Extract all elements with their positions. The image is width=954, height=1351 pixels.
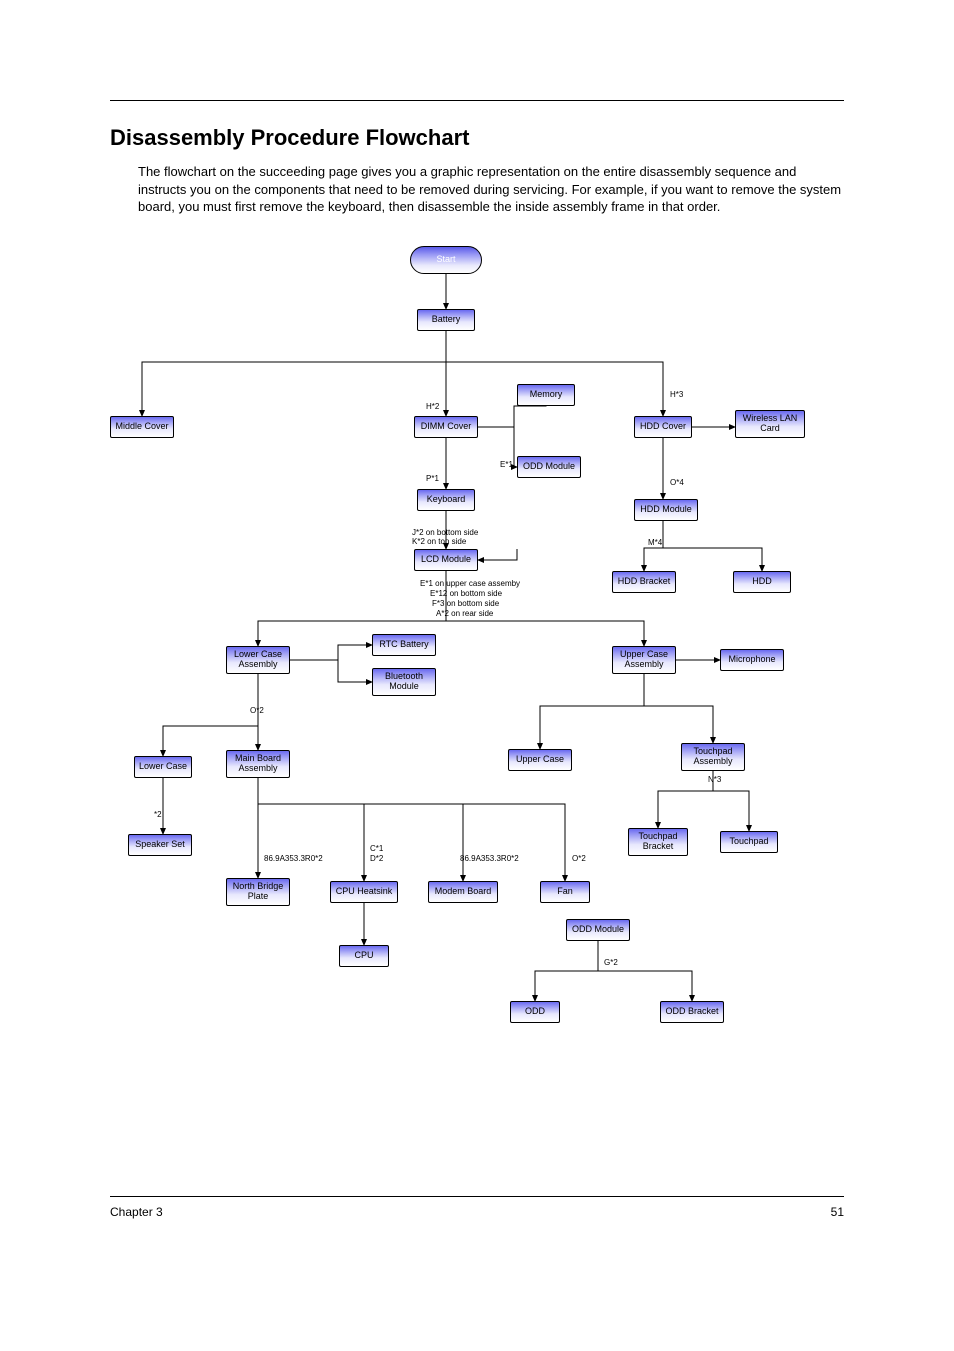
footer-page: 51 [831,1205,844,1219]
flowchart-node-touchpad_asm: Touchpad Assembly [681,743,745,771]
flowchart-node-odd_module2: ODD Module [566,919,630,941]
flowchart-edge [663,521,762,571]
flowchart-node-hdd_bracket: HDD Bracket [612,571,676,593]
flowchart-edge-label: G*2 [604,958,618,967]
flowchart-node-upper_case_asm: Upper Case Assembly [612,646,676,674]
flowchart-node-fan: Fan [540,881,590,903]
flowchart-edge [598,941,692,1001]
top-rule [110,100,844,101]
flowchart-edge-label: O*2 [250,706,264,715]
flowchart-node-odd: ODD [510,1001,560,1023]
flowchart-edge [644,674,713,743]
flowchart-node-cpu: CPU [339,945,389,967]
page-footer: Chapter 3 51 [110,1196,844,1219]
flowchart-edge-label: 86.9A353.3R0*2 [460,854,519,863]
flowchart-edge-label: 86.9A353.3R0*2 [264,854,323,863]
flowchart-edge-label: O*2 [572,854,586,863]
flowchart-node-lower_case: Lower Case [134,756,192,778]
flowchart-node-rtc_battery: RTC Battery [372,634,436,656]
flowchart-edge-label: O*4 [670,478,684,487]
flowchart-node-dimm_cover: DIMM Cover [414,416,478,438]
flowchart-node-memory: Memory [517,384,575,406]
flowchart-node-lower_case_asm: Lower Case Assembly [226,646,290,674]
flowchart-node-battery: Battery [417,309,475,331]
page-title: Disassembly Procedure Flowchart [110,125,844,151]
flowchart-node-speaker_set: Speaker Set [128,834,192,856]
flowchart-edge [658,771,713,828]
flowchart-edge-label: *2 [154,810,162,819]
flowchart-edge [142,331,446,416]
flowchart-node-start: Start [410,246,482,274]
flowchart-node-touchpad_brkt: Touchpad Bracket [628,828,688,856]
flowchart-node-hdd_cover: HDD Cover [634,416,692,438]
disassembly-flowchart: Start Battery Middle Cover DIMM Cover Memory… [110,246,844,1076]
flowchart-node-lcd_module: LCD Module [414,549,478,571]
flowchart-edge [290,645,372,660]
flowchart-edge-label: J*2 on bottom side [412,528,478,537]
flowchart-node-modem_board: Modem Board [428,881,498,903]
flowchart-edge [258,778,463,881]
flowchart-edge-label: H*3 [670,390,683,399]
flowchart-node-hdd_module: HDD Module [634,499,698,521]
flowchart-node-wlan: Wireless LAN Card [735,410,805,438]
flowchart-node-upper_case: Upper Case [508,749,572,771]
flowchart-node-microphone: Microphone [720,649,784,671]
flowchart-edge-label: F*3 on bottom side [432,599,499,608]
flowchart-edge-label: A*2 on rear side [436,609,493,618]
flowchart-node-odd_module: ODD Module [517,456,581,478]
flowchart-edge-label: P*1 [426,474,439,483]
flowchart-node-keyboard: Keyboard [417,489,475,511]
flowchart-node-hdd: HDD [733,571,791,593]
flowchart-edge [258,778,565,881]
flowchart-edge-label: K*2 on top side [412,537,466,546]
flowchart-edge-label: E*1 [500,460,513,469]
flowchart-edge-label: C*1 [370,844,383,853]
flowchart-edge-label: H*2 [426,402,439,411]
flowchart-edge-label: E*12 on bottom side [430,589,502,598]
flowchart-edge-label: D*2 [370,854,383,863]
flowchart-edge [290,660,372,682]
intro-paragraph: The flowchart on the succeeding page giv… [138,163,844,216]
flowchart-node-main_board_asm: Main Board Assembly [226,750,290,778]
footer-chapter: Chapter 3 [110,1205,163,1219]
flowchart-edge [163,674,258,756]
flowchart-edge-label: N*3 [708,775,721,784]
flowchart-edge [540,674,644,749]
flowchart-edge [644,521,663,552]
flowchart-edge [478,549,517,560]
flowchart-node-bluetooth: Bluetooth Module [372,668,436,696]
flowchart-node-nb_plate: North Bridge Plate [226,878,290,906]
flowchart-edge [535,941,598,1001]
flowchart-edge-label: M*4 [648,538,662,547]
flowchart-edge-label: E*1 on upper case assemby [420,579,520,588]
flowchart-node-middle_cover: Middle Cover [110,416,174,438]
flowchart-edge [258,778,364,881]
flowchart-node-odd_bracket: ODD Bracket [660,1001,724,1023]
flowchart-node-touchpad: Touchpad [720,831,778,853]
flowchart-node-cpu_heatsink: CPU Heatsink [330,881,398,903]
